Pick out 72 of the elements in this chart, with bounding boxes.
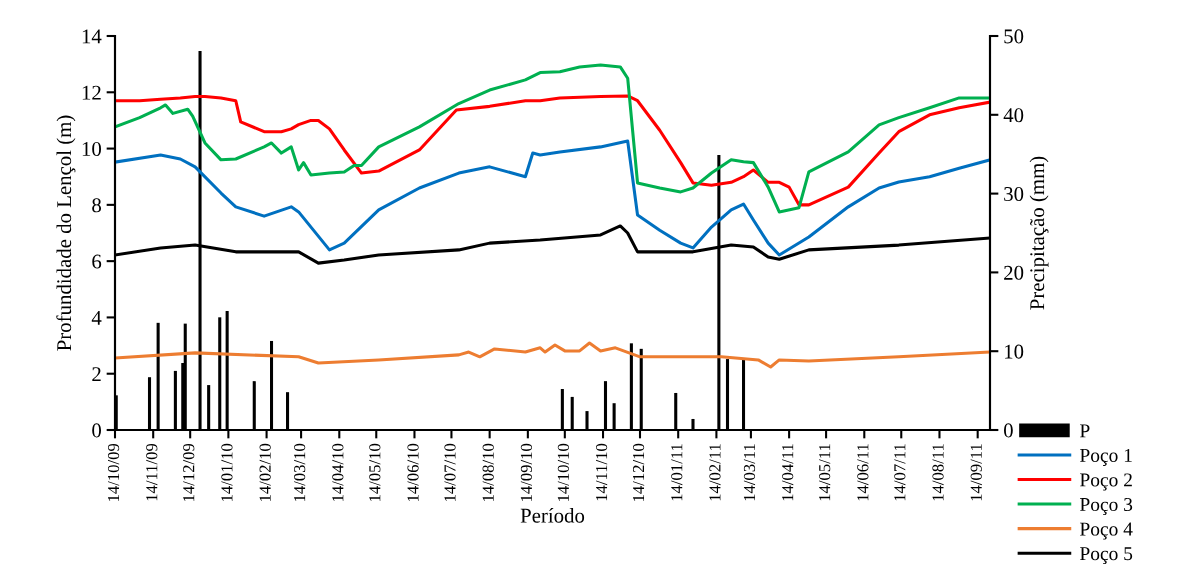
x-tick-label: 14/11/09	[146, 443, 158, 501]
legend-label: Poço 2	[1080, 473, 1132, 491]
y2-tick-label: 30	[1004, 186, 1024, 202]
x-tick-label: 14/08/10	[482, 443, 494, 501]
bar	[629, 343, 633, 430]
y2-tick-label: 50	[1004, 29, 1024, 44]
bar	[285, 392, 290, 430]
bar	[156, 322, 160, 430]
y-axis-title: Profundidade do Lençol (m)	[56, 115, 76, 351]
x-tick-label: 14/02/10	[259, 443, 271, 501]
x-tick-label: 14/09/10	[520, 443, 533, 501]
x-tick-label: 14/06/10	[407, 443, 419, 501]
x-tick-label: 14/10/10	[557, 443, 569, 501]
bar	[674, 392, 678, 430]
bar	[570, 396, 574, 430]
legend-label: Poço 1	[1080, 448, 1132, 466]
x-tick-label: 14/05/11	[819, 444, 831, 501]
x-tick-label: 14/07/11	[894, 444, 906, 501]
x-tick-label: 14/08/11	[932, 444, 944, 501]
x-tick-label: 14/06/11	[857, 444, 869, 501]
x-tick-label: 14/03/11	[743, 444, 756, 501]
y-tick-label: 2	[92, 367, 101, 381]
y-tick-label: 8	[92, 198, 102, 213]
bar	[585, 411, 589, 430]
x-tick-label: 14/04/11	[782, 444, 794, 501]
x-tick-label: 14/10/09	[107, 443, 120, 501]
y2-tick-label: 20	[1004, 265, 1024, 280]
x-tick-label: 14/02/11	[709, 444, 721, 501]
x-tick-label: 14/04/10	[332, 443, 344, 501]
line-series	[115, 63, 990, 214]
y-tick-label: 14	[82, 29, 102, 44]
x-tick-label: 14/01/11	[671, 444, 683, 501]
bar	[207, 385, 211, 430]
bar	[741, 359, 746, 430]
x-tick-label: 14/05/10	[369, 443, 381, 501]
x-tick-label: 14/07/10	[444, 443, 456, 501]
x-tick-label: 14/01/10	[221, 443, 233, 501]
x-tick-label: 14/03/10	[294, 443, 306, 501]
bar	[252, 381, 256, 430]
bar	[560, 389, 564, 430]
bar	[183, 323, 187, 430]
bar	[173, 370, 177, 430]
x-tick-label: 14/12/10	[632, 443, 645, 501]
bar	[269, 340, 274, 430]
y-tick-label: 4	[91, 310, 102, 325]
x-tick-label: 14/11/10	[595, 443, 608, 501]
legend-label: Poço 5	[1080, 547, 1133, 565]
bar	[225, 311, 229, 430]
y-tick-label: 0	[92, 423, 102, 438]
bar	[147, 377, 152, 430]
line-series	[115, 341, 990, 369]
legend-label: Poço 3	[1080, 497, 1133, 515]
y-tick-label: 10	[82, 141, 102, 156]
bar	[639, 348, 643, 430]
y-tick-label: 6	[92, 254, 102, 269]
x-tick-label: 14/12/09	[183, 443, 195, 501]
y-tick-label: 12	[82, 85, 101, 100]
y2-tick-label: 10	[1005, 344, 1024, 359]
legend-label: Poço 4	[1080, 522, 1133, 540]
legend-label: P	[1080, 424, 1090, 438]
bar	[612, 403, 616, 430]
bar	[725, 359, 730, 430]
y2-tick-label: 40	[1003, 108, 1024, 123]
y2-axis-title: Precipitação (mm)	[1029, 156, 1049, 310]
bar	[218, 317, 222, 430]
bar	[603, 381, 608, 430]
x-tick-label: 14/09/11	[970, 444, 982, 501]
line-series	[115, 94, 990, 207]
x-axis-title: Período	[520, 507, 585, 523]
bar	[691, 418, 695, 430]
y2-tick-label: 0	[1003, 423, 1013, 438]
line-series	[115, 139, 990, 257]
